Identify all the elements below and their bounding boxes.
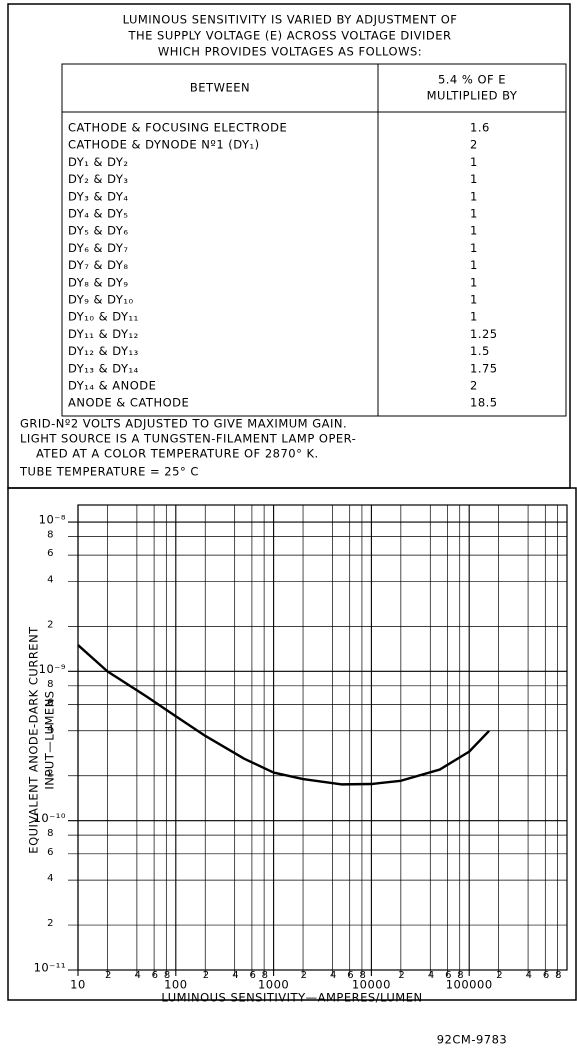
y-tick-label: 10⁻⁹ <box>39 662 66 676</box>
y-tick-label: 6 <box>47 548 54 559</box>
x-tick-label: 4 <box>526 970 533 981</box>
row-label: DY₉ & DY₁₀ <box>68 293 134 307</box>
y-tick-label: 2 <box>47 918 54 929</box>
y-tick-label: 10⁻¹¹ <box>34 961 66 975</box>
row-label: DY₅ & DY₆ <box>68 224 129 238</box>
row-value: 1.6 <box>470 121 490 135</box>
x-tick-label: 8 <box>164 970 171 981</box>
x-axis-label: LUMINOUS SENSITIVITY—AMPERES/LUMEN <box>161 991 422 1005</box>
y-tick-label: 8 <box>47 679 54 690</box>
y-tick-label: 2 <box>47 619 54 630</box>
row-label: DY₁₂ & DY₁₃ <box>68 344 139 358</box>
note: GRID-Nº2 VOLTS ADJUSTED TO GIVE MAXIMUM … <box>20 417 347 431</box>
row-label: CATHODE & DYNODE Nº1 (DY₁) <box>68 138 260 152</box>
y-tick-label: 10⁻⁸ <box>39 513 66 527</box>
y-tick-label: 2 <box>47 769 54 780</box>
row-label: DY₁₃ & DY₁₄ <box>68 361 139 375</box>
curve <box>77 644 491 786</box>
x-tick-label: 2 <box>398 970 405 981</box>
row-value: 1 <box>470 172 478 186</box>
row-label: DY₆ & DY₇ <box>68 241 129 255</box>
column-header: 5.4 % OF E <box>438 73 506 87</box>
intro-line: LUMINOUS SENSITIVITY IS VARIED BY ADJUST… <box>123 13 458 27</box>
row-value: 1.25 <box>470 327 498 341</box>
x-tick-label: 1000 <box>258 978 289 992</box>
x-tick-label: 8 <box>457 970 464 981</box>
y-tick-label: 6 <box>47 697 54 708</box>
y-axis-label: EQUIVALENT ANODE-DARK CURRENT <box>27 626 41 854</box>
x-tick-label: 2 <box>203 970 210 981</box>
row-label: DY₁₄ & ANODE <box>68 379 156 393</box>
x-tick-label: 8 <box>262 970 269 981</box>
x-tick-label: 100000 <box>446 978 493 992</box>
note: ATED AT A COLOR TEMPERATURE OF 2870° K. <box>36 447 319 461</box>
row-value: 1 <box>470 258 478 272</box>
row-label: DY₁₁ & DY₁₂ <box>68 327 139 341</box>
x-tick-label: 4 <box>330 970 337 981</box>
row-value: 1 <box>470 207 478 221</box>
row-value: 1 <box>470 241 478 255</box>
y-tick-label: 8 <box>47 828 54 839</box>
row-value: 1 <box>470 189 478 203</box>
row-value: 1 <box>470 275 478 289</box>
row-value: 1 <box>470 224 478 238</box>
row-value: 2 <box>470 138 478 152</box>
row-label: ANODE & CATHODE <box>68 396 189 410</box>
row-value: 1.5 <box>470 344 490 358</box>
note: TUBE TEMPERATURE = 25° C <box>19 465 199 479</box>
row-value: 1.75 <box>470 361 498 375</box>
x-tick-label: 100 <box>164 978 187 992</box>
y-tick-label: 4 <box>47 873 54 884</box>
y-tick-label: 4 <box>47 724 54 735</box>
figure-code: 92CM-9783 <box>437 1033 508 1047</box>
plot-frame <box>77 504 568 971</box>
x-tick-label: 4 <box>428 970 435 981</box>
row-label: DY₇ & DY₈ <box>68 258 129 272</box>
row-label: DY₄ & DY₅ <box>68 207 129 221</box>
y-tick-label: 6 <box>47 847 54 858</box>
y-axis-label: INPUT—LUMENS <box>43 690 57 789</box>
x-tick-label: 10000 <box>352 978 391 992</box>
column-header: MULTIPLIED BY <box>427 89 518 103</box>
x-tick-label: 10 <box>70 978 86 992</box>
row-value: 1 <box>470 155 478 169</box>
intro-line: THE SUPPLY VOLTAGE (E) ACROSS VOLTAGE DI… <box>127 29 451 43</box>
note: LIGHT SOURCE IS A TUNGSTEN-FILAMENT LAMP… <box>20 432 356 446</box>
x-tick-label: 6 <box>249 970 256 981</box>
x-tick-label: 6 <box>543 970 550 981</box>
row-label: DY₁₀ & DY₁₁ <box>68 310 139 324</box>
x-tick-label: 4 <box>134 970 141 981</box>
x-tick-label: 6 <box>152 970 159 981</box>
y-tick-label: 4 <box>47 574 54 585</box>
intro-line: WHICH PROVIDES VOLTAGES AS FOLLOWS: <box>158 45 422 59</box>
row-value: 2 <box>470 379 478 393</box>
x-tick-label: 6 <box>445 970 452 981</box>
row-label: DY₃ & DY₄ <box>68 189 129 203</box>
x-tick-label: 2 <box>496 970 503 981</box>
row-label: DY₈ & DY₉ <box>68 275 129 289</box>
row-label: CATHODE & FOCUSING ELECTRODE <box>68 121 287 135</box>
table-frame <box>61 63 567 417</box>
y-tick-label: 8 <box>47 529 54 540</box>
y-tick-label: 10⁻¹⁰ <box>34 811 66 825</box>
row-value: 18.5 <box>470 396 498 410</box>
row-value: 1 <box>470 293 478 307</box>
x-tick-label: 8 <box>555 970 562 981</box>
x-tick-label: 2 <box>105 970 112 981</box>
x-tick-label: 6 <box>347 970 354 981</box>
column-header: BETWEEN <box>190 81 250 95</box>
x-tick-label: 2 <box>301 970 308 981</box>
row-label: DY₁ & DY₂ <box>68 155 129 169</box>
row-label: DY₂ & DY₃ <box>68 172 129 186</box>
row-value: 1 <box>470 310 478 324</box>
x-tick-label: 4 <box>232 970 239 981</box>
x-tick-label: 8 <box>359 970 366 981</box>
chart-box <box>7 487 577 1001</box>
